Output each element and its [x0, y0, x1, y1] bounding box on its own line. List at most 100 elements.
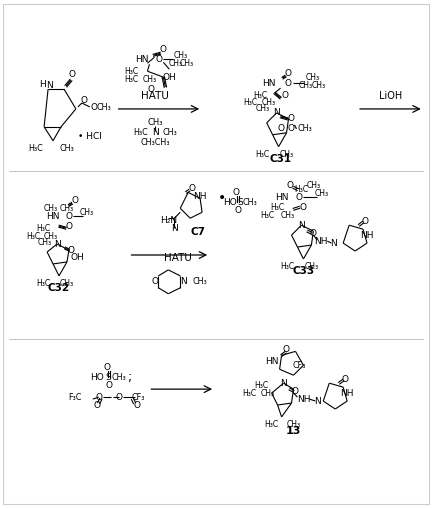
Text: H₃C: H₃C — [124, 75, 139, 84]
Text: CH₃: CH₃ — [60, 279, 74, 289]
Text: O: O — [284, 69, 291, 78]
Text: H₃C: H₃C — [243, 389, 257, 398]
Text: CF₃: CF₃ — [293, 361, 306, 370]
Text: H₃C: H₃C — [36, 279, 50, 289]
Text: CH₃: CH₃ — [304, 263, 318, 271]
Text: O: O — [68, 70, 76, 79]
Text: O: O — [80, 97, 87, 106]
Text: N: N — [171, 224, 178, 233]
Text: HN: HN — [265, 357, 278, 366]
Text: HO: HO — [90, 373, 104, 382]
Text: O: O — [342, 375, 349, 384]
Text: H₃C: H₃C — [270, 203, 285, 212]
Text: O: O — [277, 124, 284, 133]
Text: OH: OH — [70, 253, 84, 263]
Text: CH₃: CH₃ — [44, 204, 58, 213]
Text: CH₃: CH₃ — [180, 59, 194, 68]
Text: NH: NH — [194, 192, 207, 201]
Text: O: O — [232, 188, 239, 197]
Text: CH₃: CH₃ — [148, 118, 163, 128]
Text: N: N — [298, 220, 305, 230]
Text: HN: HN — [46, 212, 60, 221]
Text: OH: OH — [162, 73, 176, 82]
Text: O: O — [189, 184, 196, 193]
Text: O: O — [160, 45, 167, 54]
Text: CH₃: CH₃ — [163, 129, 178, 137]
Text: O: O — [115, 393, 122, 402]
Text: O: O — [66, 212, 73, 221]
Text: C7: C7 — [191, 227, 206, 237]
Text: CH₃: CH₃ — [305, 73, 319, 82]
Text: O: O — [282, 345, 289, 354]
Text: O: O — [287, 114, 294, 123]
Text: O: O — [284, 79, 291, 87]
Text: HN: HN — [135, 55, 148, 64]
Text: H₃C: H₃C — [260, 211, 275, 220]
Text: CH₃: CH₃ — [80, 208, 94, 217]
Text: H₃C: H₃C — [28, 144, 42, 153]
Text: NH: NH — [360, 231, 374, 240]
Text: CH₃: CH₃ — [60, 204, 74, 213]
Text: CH₃: CH₃ — [306, 181, 321, 190]
Text: CH₃: CH₃ — [111, 373, 126, 382]
Text: CH₃: CH₃ — [168, 59, 182, 68]
Text: O: O — [148, 84, 155, 93]
Text: CH₃: CH₃ — [143, 75, 156, 84]
Text: ;: ; — [128, 371, 133, 384]
Text: O: O — [234, 206, 241, 215]
Text: O: O — [362, 217, 368, 226]
Text: C31: C31 — [270, 153, 292, 164]
Text: H₂N: H₂N — [160, 216, 177, 225]
Text: CH₃: CH₃ — [311, 81, 325, 89]
Text: CH₃: CH₃ — [38, 238, 52, 246]
Text: O: O — [133, 400, 140, 409]
Text: O: O — [95, 393, 102, 402]
Text: CH₃: CH₃ — [314, 189, 328, 198]
Text: CH₃: CH₃ — [262, 99, 276, 108]
Text: O: O — [281, 90, 288, 100]
Text: HN: HN — [262, 79, 276, 87]
Text: H₃C: H₃C — [294, 185, 308, 194]
Text: CH₃: CH₃ — [256, 105, 270, 113]
Text: C33: C33 — [292, 266, 314, 276]
Text: C32: C32 — [48, 283, 70, 293]
Text: O: O — [151, 277, 159, 287]
Text: O: O — [292, 387, 299, 396]
Text: O: O — [286, 181, 293, 190]
Text: O: O — [296, 193, 303, 202]
Text: N: N — [46, 81, 52, 89]
Text: CH₃: CH₃ — [286, 421, 301, 429]
Text: N: N — [152, 129, 159, 137]
Text: H₃C: H₃C — [133, 129, 148, 137]
Text: S: S — [106, 373, 111, 382]
Text: •: • — [218, 192, 226, 205]
Text: CH₃CH₃: CH₃CH₃ — [141, 138, 170, 147]
Text: N: N — [330, 239, 337, 247]
Text: CH₃: CH₃ — [297, 124, 312, 133]
Text: HATU: HATU — [164, 253, 192, 263]
Text: O: O — [71, 196, 79, 205]
Text: CH₃: CH₃ — [242, 198, 257, 207]
Text: N: N — [54, 240, 60, 248]
Text: O: O — [93, 400, 100, 409]
Text: O: O — [156, 55, 163, 64]
Text: O: O — [66, 221, 73, 231]
Text: CH₃: CH₃ — [280, 150, 294, 159]
Text: N: N — [280, 378, 287, 388]
Text: H₃C: H₃C — [256, 150, 270, 159]
Text: HO: HO — [223, 198, 237, 207]
Text: H₃C: H₃C — [254, 380, 269, 390]
Text: H₃C: H₃C — [254, 90, 268, 100]
Text: CH₃: CH₃ — [280, 211, 295, 220]
Text: H₃C: H₃C — [36, 224, 50, 233]
Text: H₃C: H₃C — [264, 421, 279, 429]
Text: CH₃: CH₃ — [96, 104, 111, 112]
Text: O: O — [287, 124, 294, 133]
Text: 13: 13 — [286, 426, 301, 436]
Text: O: O — [105, 380, 112, 390]
Text: NH: NH — [297, 395, 310, 403]
Text: O: O — [103, 363, 110, 372]
Text: O: O — [90, 104, 97, 112]
Text: NH: NH — [340, 389, 354, 398]
Text: CH₃: CH₃ — [192, 277, 207, 287]
